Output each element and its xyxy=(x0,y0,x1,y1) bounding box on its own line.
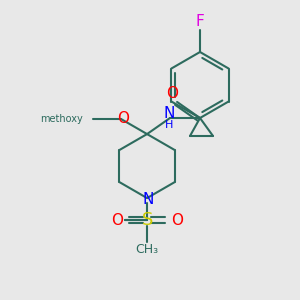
Text: O: O xyxy=(171,213,183,228)
Text: S: S xyxy=(141,211,153,229)
Text: N: N xyxy=(142,192,154,207)
Text: O: O xyxy=(111,213,123,228)
Text: O: O xyxy=(166,86,178,101)
Text: O: O xyxy=(117,111,129,126)
Text: H: H xyxy=(165,120,173,130)
Text: methoxy: methoxy xyxy=(40,114,83,124)
Text: N: N xyxy=(163,106,175,122)
Text: CH₃: CH₃ xyxy=(136,243,159,256)
Text: F: F xyxy=(196,14,204,29)
